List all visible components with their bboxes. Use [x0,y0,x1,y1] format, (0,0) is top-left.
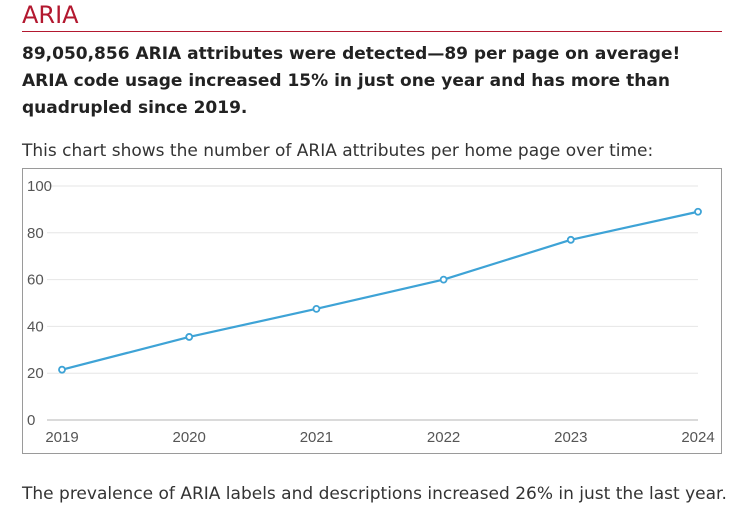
title-divider [22,31,722,32]
series-line-0 [61,210,699,371]
axes: 0 20 40 60 80 100 2019 2020 2021 2022 2023 2024 [27,178,715,446]
chart-canvas: 0 20 40 60 80 100 2019 2020 2021 2022 2023 2024 [27,178,715,446]
line-chart: 0 20 40 60 80 100 2019 2020 2021 2022 2023 2024 [22,168,722,454]
data-point-2019[interactable] [58,365,66,374]
lead-paragraph: 89,050,856 ARIA attributes were detected… [22,44,681,118]
data-point-2020[interactable] [185,333,194,341]
y-tick-label: 100 [27,178,52,195]
y-tick-label: 20 [27,365,44,382]
x-tick-label: 2021 [300,429,333,446]
x-tick-label: 2019 [45,429,78,446]
data-point-2024[interactable] [694,207,702,216]
footnote-text: The prevalence of ARIA labels and descri… [22,484,727,504]
x-tick-label: 2022 [427,429,460,446]
gridlines [47,185,698,421]
y-tick-label: 80 [27,225,44,242]
data-point-2023[interactable] [566,235,575,244]
x-tick-label: 2023 [554,429,587,446]
y-tick-label: 40 [27,318,44,335]
series [58,207,702,374]
y-tick-label: 60 [27,272,44,289]
y-tick-label: 0 [27,412,35,429]
data-point-2021[interactable] [312,304,321,313]
x-tick-label: 2024 [681,429,714,446]
x-tick-label: 2020 [173,429,206,446]
chart-intro-text: This chart shows the number of ARIA attr… [22,141,654,161]
section-title: ARIA [22,1,79,29]
data-point-2022[interactable] [439,275,448,284]
